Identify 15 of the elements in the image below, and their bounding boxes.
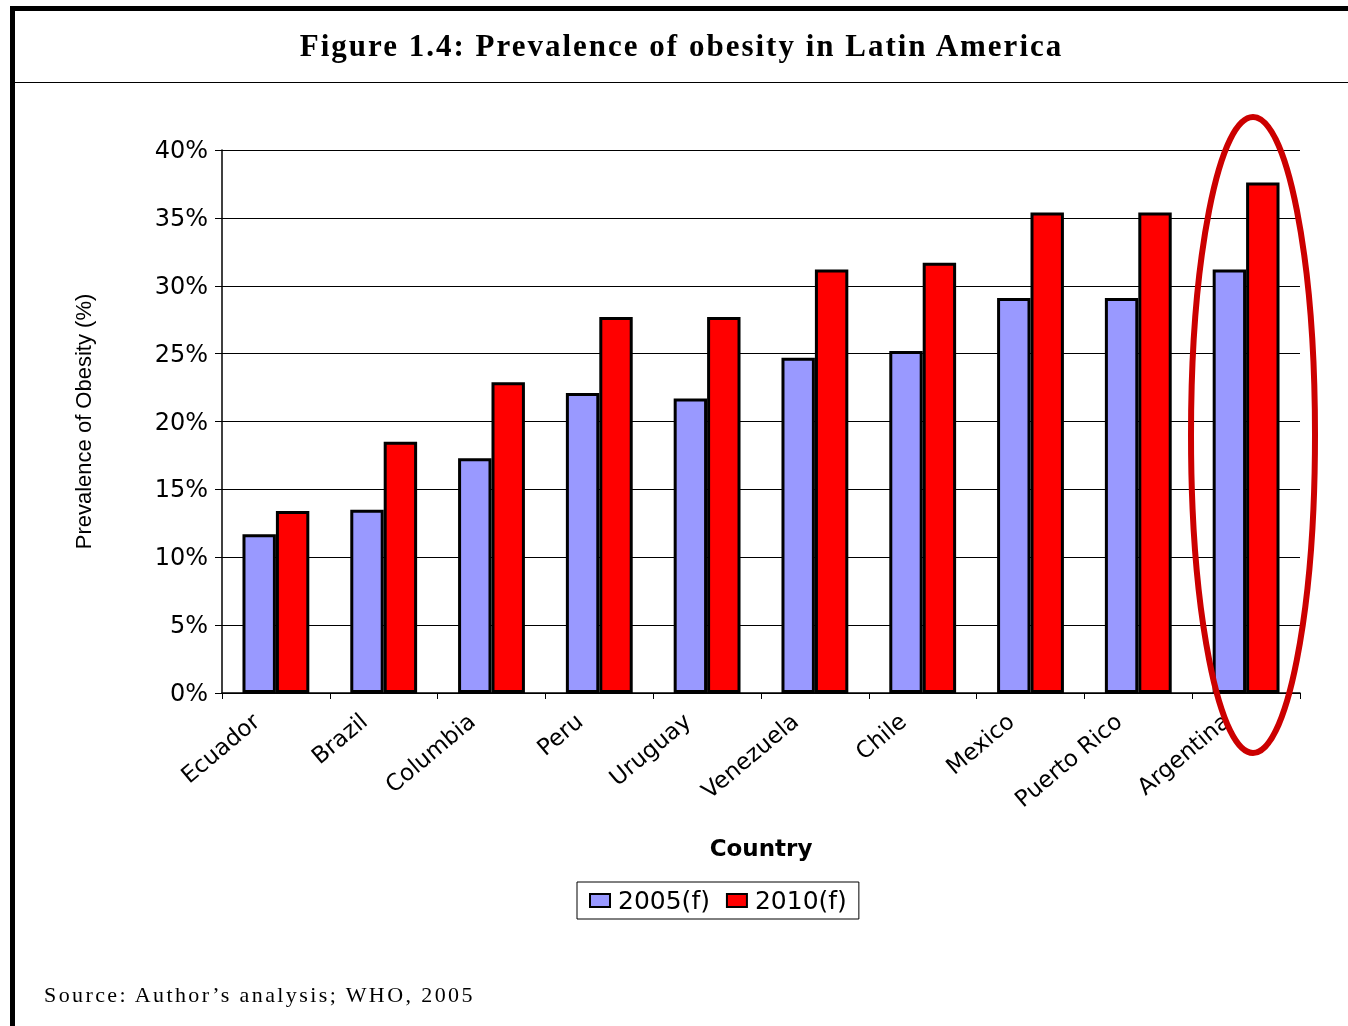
y-tick-label: 30% [154, 271, 208, 300]
x-axis-title: Country [709, 834, 813, 861]
y-tick-label: 40% [154, 136, 208, 164]
y-tick-label: 10% [154, 543, 208, 572]
chart-title: Figure 1.4: Prevalence of obesity in Latin America [15, 11, 1348, 83]
y-axis-title: Prevalence of Obesity (%) [70, 293, 96, 550]
source-note: Source: Author’s analysis; WHO, 2005 [44, 982, 475, 1008]
legend-label: 2010(f) [754, 886, 847, 915]
y-tick-label: 0% [169, 679, 208, 707]
y-tick-label: 15% [154, 475, 208, 504]
y-tick-label: 25% [154, 339, 208, 368]
legend-label: 2005(f) [618, 886, 710, 915]
y-tick-label: 35% [154, 203, 208, 232]
y-tick-label: 5% [169, 611, 208, 640]
y-tick-label: 20% [154, 407, 208, 436]
